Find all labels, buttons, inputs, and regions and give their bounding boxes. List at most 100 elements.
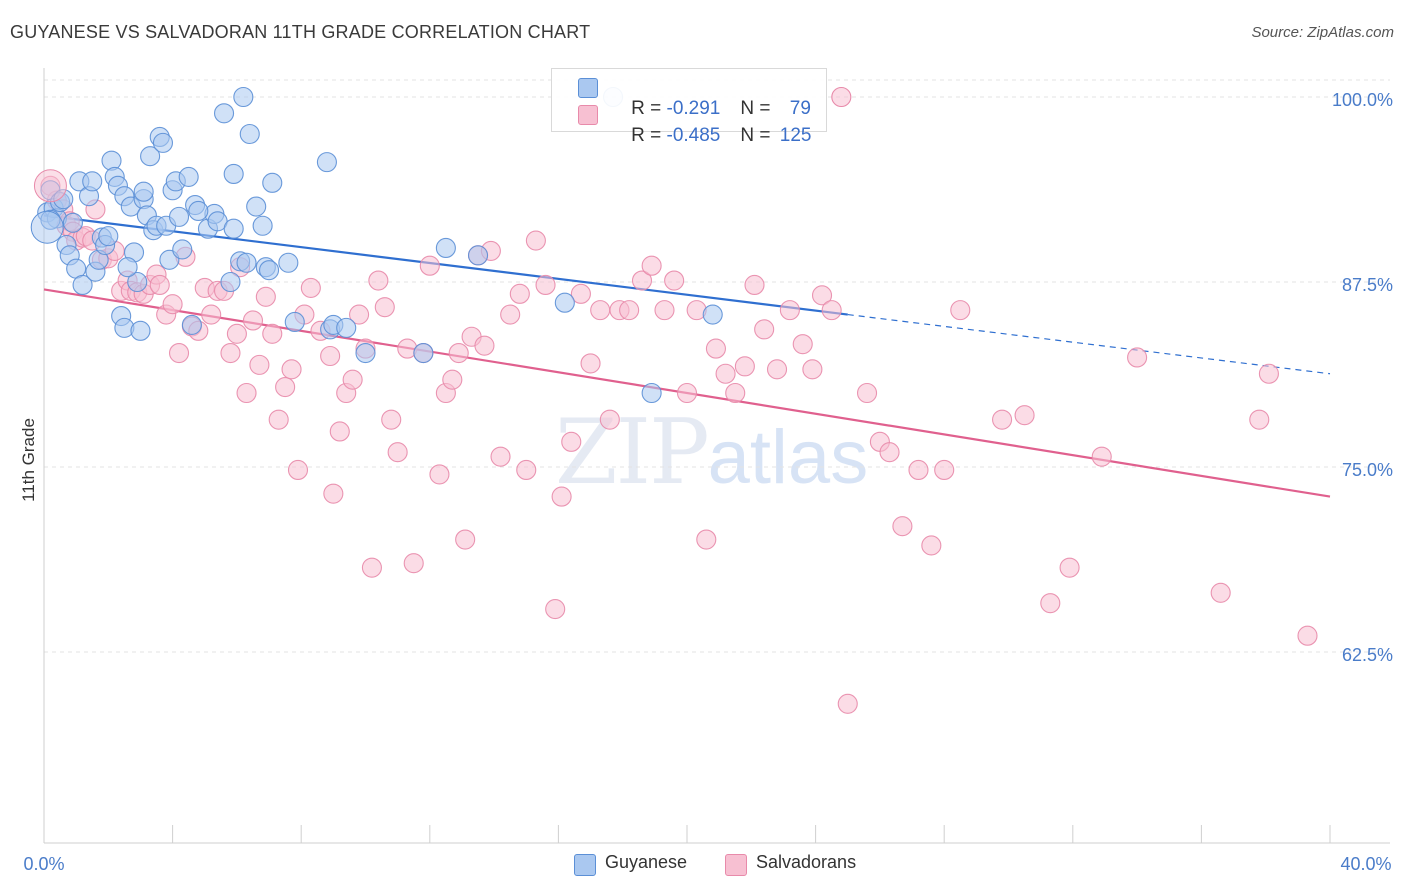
n-value: 125: [779, 125, 812, 146]
salvadoran-point: [1249, 409, 1270, 430]
salvadoran-point: [1210, 582, 1231, 603]
guyanese-point: [278, 252, 299, 273]
guyanese-point: [262, 172, 283, 193]
guyanese-point: [413, 342, 434, 364]
r-label: R =: [631, 98, 667, 119]
guyanese-point: [223, 163, 244, 185]
guyanese-point: [168, 206, 190, 227]
salvadoran-point: [696, 529, 717, 550]
guyanese-point: [233, 86, 254, 108]
salvadoran-point: [1258, 363, 1279, 384]
salvadoran-point: [429, 464, 450, 485]
salvadoran-point: [1059, 557, 1080, 578]
y-tick-label: 75.0%: [1342, 460, 1393, 480]
guyanese-point: [702, 304, 723, 325]
salvadoran-point: [242, 310, 264, 331]
r-value: -0.485: [666, 125, 721, 146]
salvadoran-point: [516, 459, 537, 481]
guyanese-legend-label: Guyanese: [605, 852, 688, 872]
salvadoran-point: [879, 442, 900, 463]
salvadoran-point: [561, 431, 582, 452]
salvadoran-point: [921, 535, 942, 556]
watermark-zip: ZIP: [555, 400, 710, 505]
guyanese-point: [140, 146, 161, 167]
guyanese-point: [246, 196, 267, 217]
x-tick-label: 0.0%: [23, 854, 64, 874]
salvadoran-point: [631, 270, 653, 291]
legend-row-salvadoran: R = -0.485 N = 125: [610, 103, 811, 169]
guyanese-point: [213, 103, 235, 124]
guyanese-point: [236, 252, 257, 273]
salvadoran-point: [641, 255, 662, 276]
salvadoran-point: [705, 338, 726, 359]
salvadoran-point: [323, 483, 344, 504]
salvadoran-point: [664, 270, 685, 291]
salvadoran-point: [580, 353, 601, 374]
salvadoran-point: [448, 342, 469, 364]
salvadoran-point: [300, 277, 321, 298]
salvadoran-point: [831, 86, 852, 108]
salvadoran-point: [570, 283, 591, 304]
guyanese-trend-extension: [847, 313, 1331, 375]
salvadoran-point: [201, 304, 222, 325]
y-tick-label: 87.5%: [1342, 275, 1393, 295]
salvadoran-point: [856, 382, 878, 404]
guyanese-point: [72, 274, 93, 296]
salvadoran-point: [329, 421, 350, 442]
guyanese-point: [220, 271, 241, 293]
source-label: Source: ZipAtlas.com: [1251, 24, 1394, 41]
salvadoran-point: [1297, 625, 1318, 646]
guyanese-point: [30, 210, 64, 244]
guyanese-point: [133, 181, 154, 202]
salvadoran-point: [837, 693, 858, 714]
salvadoran-point: [249, 354, 270, 375]
watermark: ZIPatlas: [555, 400, 868, 505]
salvadoran-point: [599, 409, 620, 430]
guyanese-point: [127, 271, 148, 293]
salvadoran-point: [992, 409, 1013, 430]
guyanese-point: [284, 311, 305, 333]
salvadoran-point: [619, 300, 640, 321]
y-tick-label: 100.0%: [1332, 90, 1393, 110]
salvadoran-point: [654, 300, 675, 321]
salvadoran-point: [950, 300, 971, 321]
guyanese-point: [117, 257, 138, 278]
legend-row-guyanese: R = -0.291 N = 79: [610, 76, 811, 142]
r-value: -0.291: [666, 98, 721, 119]
salvadoran-point: [320, 345, 341, 367]
watermark-atlas: atlas: [707, 415, 869, 500]
salvadoran-point: [535, 274, 556, 296]
guyanese-point: [82, 171, 103, 192]
salvadoran-point: [361, 557, 382, 578]
salvadoran-point: [1014, 405, 1035, 426]
salvadoran-point: [1091, 446, 1112, 467]
salvadoran-swatch: [578, 105, 598, 125]
salvadoran-point: [779, 300, 800, 321]
guyanese-point: [336, 317, 357, 338]
guyanese-point: [554, 292, 575, 313]
guyanese-point: [316, 152, 337, 173]
salvadoran-point: [908, 459, 929, 481]
salvadoran-point: [715, 363, 736, 384]
y-axis-label: 11th Grade: [19, 418, 38, 502]
guyanese-point: [641, 382, 662, 404]
points-layer: [30, 86, 1318, 714]
guyanese-point: [355, 342, 376, 364]
salvadoran-point: [766, 359, 788, 380]
n-value: 79: [789, 98, 811, 119]
salvadoran-point: [802, 359, 823, 380]
guyanese-point: [130, 320, 151, 341]
salvadoran-point: [226, 323, 247, 344]
salvadoran-point: [374, 297, 395, 318]
salvadoran-point: [490, 446, 511, 467]
salvadoran-point: [500, 304, 521, 325]
salvadoran-point: [275, 377, 296, 398]
guyanese-point: [223, 218, 244, 239]
salvadoran-point: [725, 382, 746, 404]
guyanese-point: [435, 237, 456, 259]
guyanese-point: [467, 245, 489, 266]
salvadoran-point: [934, 459, 955, 481]
salvadoran-point: [287, 459, 309, 481]
guyanese-point: [98, 226, 119, 247]
